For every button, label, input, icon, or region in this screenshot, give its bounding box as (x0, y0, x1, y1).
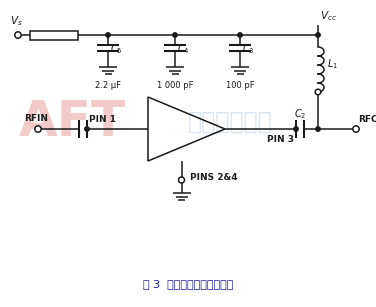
Circle shape (294, 127, 298, 131)
Circle shape (316, 127, 320, 131)
Circle shape (179, 177, 185, 183)
Text: $C_4$: $C_4$ (177, 42, 190, 56)
Circle shape (315, 89, 321, 95)
Text: 100 pF: 100 pF (226, 81, 254, 90)
Text: 2.2 μF: 2.2 μF (95, 81, 121, 90)
Text: 电子技术应用: 电子技术应用 (188, 110, 272, 134)
Circle shape (35, 126, 41, 132)
Circle shape (316, 33, 320, 37)
Text: 图 3  低噪声放大器电路设计: 图 3 低噪声放大器电路设计 (143, 279, 233, 289)
Circle shape (353, 126, 359, 132)
Text: $V_s$: $V_s$ (10, 14, 22, 28)
Text: AFT: AFT (18, 98, 126, 146)
Text: $V_{cc}$: $V_{cc}$ (320, 9, 337, 23)
Circle shape (238, 33, 242, 37)
Text: RFIN: RFIN (24, 114, 48, 123)
Text: $C_3$: $C_3$ (242, 42, 255, 56)
Circle shape (106, 33, 110, 37)
Text: 1 000 pF: 1 000 pF (157, 81, 193, 90)
Text: $C_5$: $C_5$ (110, 42, 123, 56)
Circle shape (173, 33, 177, 37)
Text: PINS 2&4: PINS 2&4 (190, 173, 237, 182)
Text: $L_1$: $L_1$ (327, 58, 338, 72)
Text: PIN 3: PIN 3 (267, 135, 294, 144)
Text: PIN 1: PIN 1 (89, 115, 116, 124)
Text: RFOUT: RFOUT (358, 115, 376, 124)
FancyBboxPatch shape (30, 30, 78, 40)
Circle shape (85, 127, 89, 131)
Circle shape (15, 32, 21, 38)
Text: $C_2$: $C_2$ (294, 107, 306, 121)
